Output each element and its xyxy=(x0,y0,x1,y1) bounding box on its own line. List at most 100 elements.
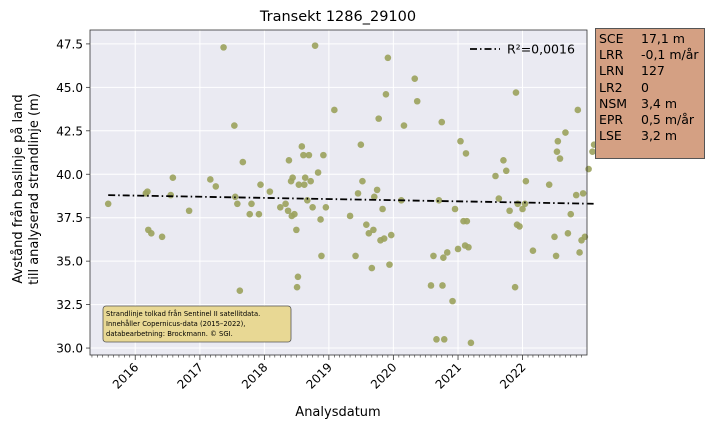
data-point xyxy=(562,129,569,136)
x-tick-label: 2022 xyxy=(497,360,528,391)
data-point xyxy=(257,181,264,188)
data-point xyxy=(357,141,365,149)
data-point xyxy=(439,282,446,289)
data-point xyxy=(246,210,254,218)
data-point xyxy=(495,195,503,202)
data-point xyxy=(556,155,564,162)
grid xyxy=(90,30,587,355)
data-points xyxy=(104,42,598,347)
data-point xyxy=(443,249,451,256)
data-point xyxy=(506,207,513,215)
stat-row-lr2: LR2 0 xyxy=(599,80,704,96)
data-point xyxy=(363,221,370,228)
data-note-box xyxy=(102,305,292,343)
data-point xyxy=(551,233,558,241)
data-point xyxy=(451,205,459,213)
legend: R²=0,0016 xyxy=(470,42,575,57)
data-point xyxy=(411,75,419,82)
data-point xyxy=(492,172,499,180)
data-point xyxy=(529,247,537,255)
x-axis: 2016 2017 2018 2019 2020 2021 2022 xyxy=(91,355,582,392)
data-point xyxy=(386,261,393,268)
x-tick-label: 2018 xyxy=(239,360,270,391)
data-point xyxy=(305,151,313,159)
data-point xyxy=(368,264,376,272)
y-tick-label: 32.5 xyxy=(56,298,83,312)
data-point xyxy=(301,181,308,188)
x-tick-label: 2020 xyxy=(368,360,399,391)
stat-key: LSE xyxy=(599,128,622,144)
stat-row-sce: SCE 17,1 m xyxy=(599,31,704,47)
data-point xyxy=(365,230,373,237)
data-point xyxy=(545,181,553,188)
data-point xyxy=(370,226,377,234)
data-point xyxy=(500,157,507,164)
data-point xyxy=(370,193,378,201)
data-point xyxy=(317,216,324,223)
data-point xyxy=(309,203,316,211)
data-point xyxy=(300,151,307,159)
x-tick-label: 2016 xyxy=(110,360,141,391)
data-note-line-3: databearbetning: Brockmann. © SGI. xyxy=(106,330,233,338)
stat-value: 0 xyxy=(641,79,649,95)
data-point xyxy=(554,137,562,145)
stat-value: 3,4 m xyxy=(641,95,678,111)
y-tick-label: 42.5 xyxy=(56,124,83,138)
data-point xyxy=(294,273,302,281)
y-tick-label: 40.0 xyxy=(56,168,83,182)
x-tick-label: 2017 xyxy=(175,360,206,391)
data-point xyxy=(304,197,311,204)
stat-row-lse: LSE 3,2 m xyxy=(599,128,704,144)
data-point xyxy=(373,186,381,194)
data-point xyxy=(318,252,325,260)
x-axis-label: Analysdatum xyxy=(295,405,380,420)
stat-key: LRN xyxy=(599,63,624,79)
data-point xyxy=(284,207,292,215)
data-point xyxy=(301,174,309,182)
data-point xyxy=(320,151,327,159)
plot-area xyxy=(90,30,587,355)
y-tick-label: 30.0 xyxy=(56,342,83,356)
data-point xyxy=(462,150,470,157)
stat-row-lrr: LRR -0,1 m/år xyxy=(599,47,704,63)
stat-value: 3,2 m xyxy=(641,128,678,144)
y-tick-label: 45.0 xyxy=(56,81,83,95)
trend-line xyxy=(108,194,595,205)
data-point xyxy=(293,283,301,291)
data-point xyxy=(387,231,395,239)
data-point xyxy=(144,188,151,195)
stat-key: EPR xyxy=(599,111,624,127)
y-axis-label-line-2: till analyserad strandlinje (m) xyxy=(27,93,42,285)
stat-row-nsm: NSM 3,4 m xyxy=(599,96,704,112)
data-point xyxy=(454,245,462,253)
data-point xyxy=(502,167,510,175)
data-point xyxy=(307,177,314,185)
data-point xyxy=(384,54,392,62)
data-point xyxy=(104,200,112,208)
data-point xyxy=(564,230,572,237)
data-point xyxy=(239,158,247,166)
stat-value: 127 xyxy=(641,63,665,79)
data-point xyxy=(231,122,238,129)
data-point xyxy=(585,165,592,173)
data-point xyxy=(589,148,596,155)
plot-frame xyxy=(89,29,588,356)
data-point xyxy=(293,226,300,234)
y-tick-label: 35.0 xyxy=(56,255,83,269)
data-point xyxy=(552,252,560,260)
data-point xyxy=(519,205,526,213)
data-point xyxy=(291,210,298,218)
data-point xyxy=(346,212,354,220)
data-point xyxy=(579,190,587,197)
data-point xyxy=(314,169,322,176)
data-point xyxy=(430,252,437,260)
data-point xyxy=(167,191,175,199)
data-point xyxy=(359,177,366,185)
data-point xyxy=(248,200,255,208)
data-point xyxy=(212,183,220,190)
stat-row-lrn: LRN 127 xyxy=(599,63,704,79)
data-note-line-1: Strandlinje tolkad från Sentinel II sate… xyxy=(106,309,260,318)
data-point xyxy=(207,176,214,183)
data-point xyxy=(400,122,408,129)
y-axis: 30.0 32.5 35.0 37.5 40.0 42.5 45.0 47.5 xyxy=(56,37,90,356)
